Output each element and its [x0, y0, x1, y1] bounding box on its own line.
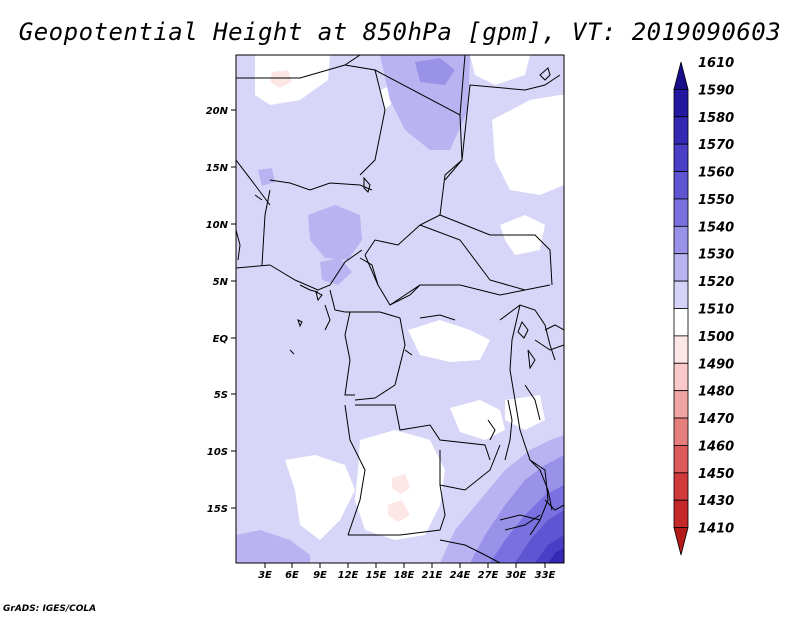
country-boundaries — [236, 55, 564, 563]
axis-ticks — [231, 109, 546, 568]
colorbar-label: 1480 — [698, 385, 734, 400]
map-title: Geopotential Height at 850hPa [gpm], VT:… — [18, 18, 782, 46]
lon-label-18e: 18E — [394, 570, 415, 581]
colorbar-swatch — [673, 253, 689, 282]
lat-label-5s: 5S — [214, 390, 228, 401]
lon-label-6e: 6E — [285, 570, 299, 581]
colorbar-label: 1550 — [698, 193, 734, 208]
lon-label-30e: 30E — [506, 570, 527, 581]
longitude-labels: 3E 6E 9E 12E 15E 18E 21E 24E 27E 30E 33E — [258, 570, 555, 581]
colorbar-swatch — [673, 417, 689, 446]
grads-credit: GrADS: IGES/COLA — [3, 604, 97, 614]
colorbar-swatch — [673, 335, 689, 364]
colorbar-label: 1450 — [698, 467, 734, 482]
colorbar-swatch — [673, 198, 689, 227]
lat-label-15n: 15N — [206, 163, 229, 174]
lon-label-27e: 27E — [478, 570, 499, 581]
lon-label-21e: 21E — [422, 570, 443, 581]
colorbar-swatch — [673, 116, 689, 145]
colorbar-swatch — [673, 280, 689, 309]
lon-label-3e: 3E — [258, 570, 272, 581]
colorbar-label: 1470 — [698, 412, 734, 427]
colorbar-label: 1580 — [698, 111, 734, 126]
colorbar-label: 1520 — [698, 275, 734, 290]
lon-label-9e: 9E — [313, 570, 327, 581]
lat-label-10n: 10N — [206, 220, 229, 231]
colorbar-swatch — [673, 472, 689, 501]
colorbar-label: 1460 — [698, 439, 734, 454]
lat-label-eq: EQ — [213, 334, 229, 345]
colorbar-swatch — [673, 308, 689, 337]
colorbar-label: 1540 — [698, 220, 734, 235]
colorbar-swatch — [673, 61, 689, 90]
colorbar-swatch — [673, 88, 689, 118]
lon-label-33e: 33E — [535, 570, 556, 581]
lon-label-15e: 15E — [366, 570, 387, 581]
lat-label-15s: 15S — [207, 504, 228, 515]
lat-label-5n: 5N — [213, 277, 229, 288]
colorbar-swatch — [673, 499, 689, 529]
colorbar-label: 1570 — [698, 138, 734, 153]
colorbar-label: 1610 — [698, 56, 734, 71]
colorbar-swatch — [673, 445, 689, 474]
colorbar-label: 1430 — [698, 494, 734, 509]
lat-label-20n: 20N — [206, 106, 229, 117]
lon-label-12e: 12E — [338, 570, 359, 581]
colorbar-label: 1560 — [698, 166, 734, 181]
colorbar-swatch — [673, 527, 689, 556]
colorbar-label: 1490 — [698, 357, 734, 372]
colorbar-swatch — [673, 225, 689, 255]
lat-label-10s: 10S — [207, 447, 228, 458]
colorbar-label: 1410 — [698, 522, 734, 537]
colorbar-label: 1590 — [698, 83, 734, 98]
colorbar: 1610 1590 1580 1570 1560 1550 1540 1530 1520 1510… — [673, 56, 734, 556]
colorbar-label: 1530 — [698, 248, 734, 263]
lon-label-24e: 24E — [450, 570, 471, 581]
colorbar-swatch — [673, 143, 689, 172]
colorbar-swatch — [673, 390, 689, 419]
colorbar-swatch — [673, 362, 689, 392]
colorbar-swatch — [673, 171, 689, 200]
map-frame — [235, 54, 565, 564]
colorbar-label: 1510 — [698, 303, 734, 318]
colorbar-label: 1500 — [698, 330, 734, 345]
latitude-labels: 20N 15N 10N 5N EQ 5S 10S 15S — [206, 106, 229, 515]
